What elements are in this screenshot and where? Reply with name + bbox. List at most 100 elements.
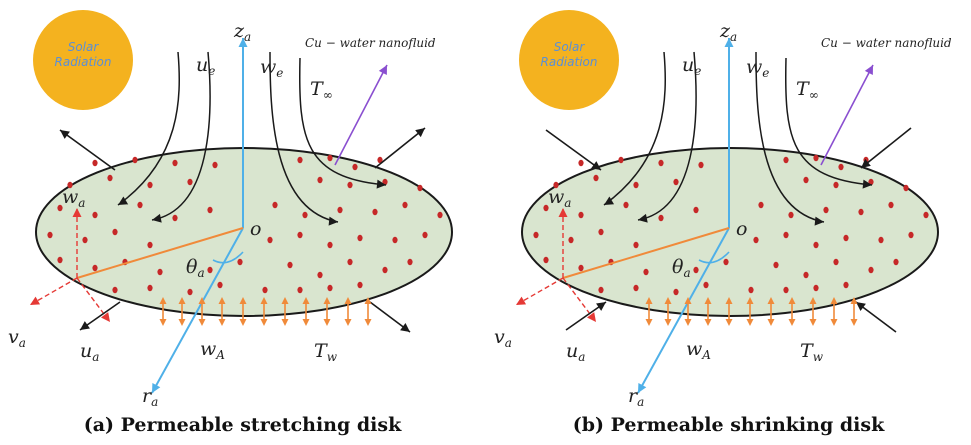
nanofluid-pointer-arrow-head xyxy=(378,65,387,76)
nanoparticle-dot xyxy=(147,241,153,249)
nanoparticle-dot xyxy=(262,286,268,294)
t-w-label: Tw xyxy=(800,340,823,364)
suction-arrow-head-down xyxy=(788,319,796,326)
radius-line xyxy=(76,227,244,279)
suction-arrow-head-up xyxy=(725,297,733,304)
nanoparticle-dot xyxy=(327,241,333,249)
nanoparticle-dot xyxy=(803,176,809,184)
nanoparticle-dot xyxy=(57,256,63,264)
streamline-curve xyxy=(603,51,666,206)
streamline-curve xyxy=(637,51,697,221)
ua-velocity-arrow-shaft xyxy=(562,277,597,323)
t-w-label: Tw xyxy=(314,340,337,364)
nanoparticle-dot xyxy=(843,234,849,242)
solar-label-line1: Solar xyxy=(67,40,99,54)
suction-arrow-head-down xyxy=(302,319,310,326)
suction-arrow-head-up xyxy=(788,297,796,304)
t-infinity-label: T∞ xyxy=(310,78,333,102)
nanoparticle-dot xyxy=(337,206,343,214)
nanoparticle-dot xyxy=(347,258,353,266)
nanoparticle-dot xyxy=(658,214,664,222)
nanoparticle-dot xyxy=(633,241,639,249)
nanoparticle-dot xyxy=(67,181,73,189)
streamline-arrowhead xyxy=(118,196,129,205)
nanoparticle-dot xyxy=(217,281,223,289)
nanoparticle-dot xyxy=(372,208,378,216)
suction-arrow-head-down xyxy=(239,319,247,326)
theta-arc xyxy=(212,251,244,264)
w-a-label: wa xyxy=(62,186,86,210)
caption-stretching: (a) Permeable stretching disk xyxy=(83,414,402,436)
nanoparticle-dot xyxy=(823,206,829,214)
nanofluid-pointer-arrow-shaft xyxy=(334,64,388,166)
solar-radiation-label: Solar Radiation xyxy=(524,40,614,70)
z-axis-head xyxy=(238,38,248,47)
nanoparticle-dot xyxy=(347,181,353,189)
edge-shrink-arrow-head xyxy=(856,302,866,311)
nanoparticle-dot xyxy=(417,184,423,192)
r-a-label: ra xyxy=(628,385,645,409)
nanoparticles xyxy=(533,154,929,296)
nanoparticle-dot xyxy=(107,174,113,182)
nanoparticle-dot xyxy=(543,204,549,212)
suction-arrow-head-up xyxy=(684,297,692,304)
edge-stretch-arrow-head xyxy=(80,321,90,330)
suction-arrow-head-up xyxy=(198,297,206,304)
suction-arrow-head-up xyxy=(281,297,289,304)
nanoparticle-dot xyxy=(392,236,398,244)
nanoparticle-dot xyxy=(297,231,303,239)
suction-arrow-head-up xyxy=(323,297,331,304)
nanoparticle-dot xyxy=(833,258,839,266)
nanoparticle-dot xyxy=(783,156,789,164)
va-velocity-arrow-shaft xyxy=(29,277,78,306)
flow-streamlines xyxy=(603,51,873,223)
nanoparticle-dot xyxy=(788,211,794,219)
nanoparticle-dot xyxy=(598,286,604,294)
nanoparticle-dot xyxy=(317,271,323,279)
suction-arrow-head-down xyxy=(260,319,268,326)
ua-velocity-arrow-head xyxy=(587,312,596,322)
nanoparticle-dot xyxy=(903,184,909,192)
suction-arrow-head-up xyxy=(850,297,858,304)
radius-line xyxy=(562,227,730,279)
suction-arrow-head-down xyxy=(323,319,331,326)
suction-arrow-head-up xyxy=(664,297,672,304)
nanoparticle-dot xyxy=(92,159,98,167)
suction-arrow-head-up xyxy=(830,297,838,304)
suction-arrow-head-up xyxy=(239,297,247,304)
nanoparticle-dot xyxy=(843,281,849,289)
nanoparticle-dot xyxy=(703,281,709,289)
nanoparticle-dot xyxy=(47,231,53,239)
nanoparticle-dot xyxy=(598,228,604,236)
nanoparticle-dot xyxy=(568,236,574,244)
nanoparticle-dot xyxy=(172,159,178,167)
edge-stretch-arrow-shaft xyxy=(374,127,426,169)
nanoparticle-dot xyxy=(858,208,864,216)
nanoparticle-dot xyxy=(623,201,629,209)
t-infinity-label: T∞ xyxy=(796,78,819,102)
nanoparticle-dot xyxy=(868,266,874,274)
streamline-arrowhead xyxy=(814,216,824,226)
nanoparticle-dot xyxy=(272,201,278,209)
suction-arrow-head-up xyxy=(364,297,372,304)
ue-label: ue xyxy=(196,54,216,78)
nanoparticle-dot xyxy=(147,284,153,292)
nanoparticle-dot xyxy=(578,159,584,167)
edge-stretch-arrow-shaft xyxy=(59,129,116,171)
nanoparticle-dot xyxy=(147,181,153,189)
streamline-arrowhead xyxy=(328,216,338,226)
suction-arrow-head-up xyxy=(767,297,775,304)
suction-arrow-head-down xyxy=(645,319,653,326)
theta-label: θa xyxy=(672,256,691,280)
streamline-arrowhead xyxy=(638,213,648,223)
r-axis-head xyxy=(638,382,647,393)
edge-stretch-arrow-head xyxy=(415,128,425,138)
suction-arrow-head-up xyxy=(645,297,653,304)
nanoparticle-dot xyxy=(267,236,273,244)
ua-velocity-arrow-shaft xyxy=(76,277,111,323)
suction-arrow-head-down xyxy=(725,319,733,326)
nanoparticle-dot xyxy=(327,154,333,162)
suction-arrow-head-up xyxy=(746,297,754,304)
suction-arrow-head-down xyxy=(218,319,226,326)
edge-stretch-arrow-head xyxy=(60,130,70,139)
